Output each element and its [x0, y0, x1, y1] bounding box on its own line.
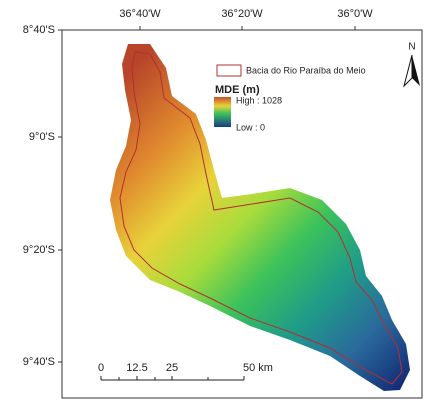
- legend-low: Low : 0: [236, 122, 265, 132]
- lat-label: 8°40'S: [23, 24, 55, 36]
- legend-ramp: [214, 97, 231, 127]
- map: 36°40'W 36°20'W 36°0'W 8°40'S 9°0'S 9°20…: [0, 0, 438, 408]
- lat-label: 9°20'S: [23, 244, 55, 256]
- legend-title: MDE (m): [215, 84, 260, 96]
- scale-label: 25: [166, 362, 178, 374]
- lon-label: 36°40'W: [119, 8, 161, 20]
- legend-boundary-label: Bacia do Rio Paraíba do Meio: [246, 65, 366, 75]
- scale-label: 0: [98, 362, 104, 374]
- lat-label: 9°40'S: [23, 356, 55, 368]
- lon-label: 36°20'W: [221, 8, 263, 20]
- lon-label: 36°0'W: [337, 8, 373, 20]
- north-label: N: [408, 42, 415, 53]
- scale-label: 12.5: [126, 362, 147, 374]
- scale-label: 50 km: [243, 362, 273, 374]
- lat-label: 9°0'S: [29, 131, 55, 143]
- legend-high: High : 1028: [236, 95, 282, 105]
